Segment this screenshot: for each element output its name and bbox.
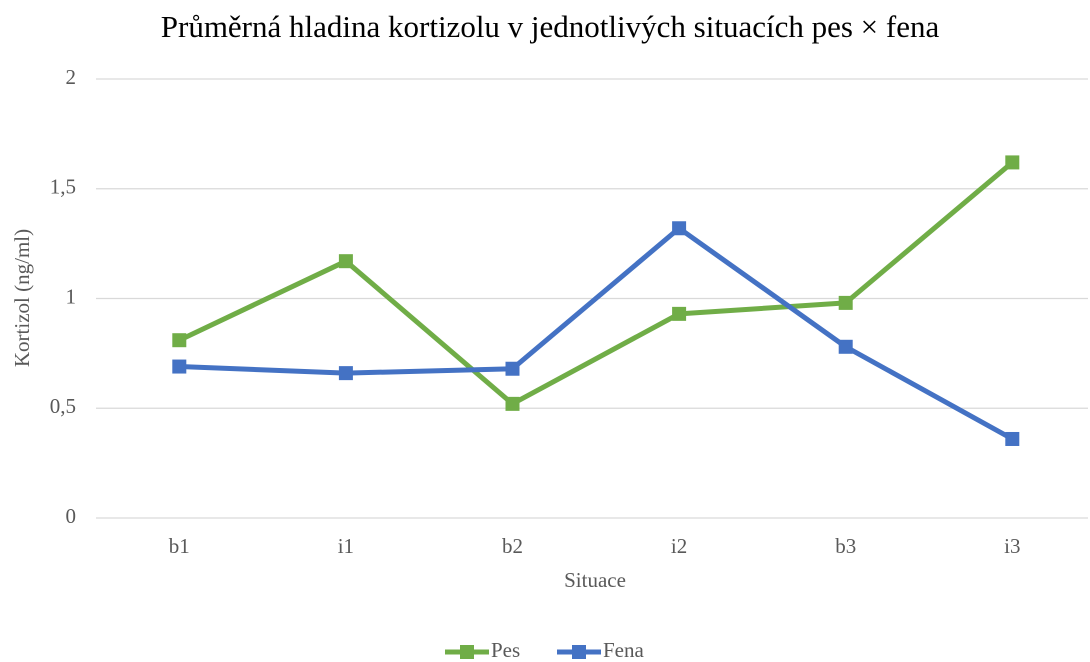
y-tick-label: 2 — [66, 65, 77, 89]
series-line — [178, 160, 1014, 407]
y-tick-label: 0 — [66, 504, 77, 528]
x-tick-label: b3 — [835, 534, 856, 558]
legend-label: Pes — [491, 638, 520, 662]
x-tick-label: b1 — [169, 534, 190, 558]
point-marker — [838, 295, 853, 310]
y-axis-label: Kortizol (ng/ml) — [10, 229, 34, 367]
point-marker — [505, 361, 520, 376]
y-tick-label: 1,5 — [50, 175, 76, 199]
point-marker — [172, 359, 187, 374]
x-tick-label: b2 — [502, 534, 523, 558]
point-marker — [838, 339, 853, 354]
point-marker — [1005, 431, 1020, 446]
legend-marker — [460, 645, 474, 659]
point-marker — [338, 366, 353, 381]
series-line — [179, 225, 1014, 442]
x-tick-label: i1 — [338, 534, 354, 558]
point-marker — [505, 396, 520, 411]
x-axis-label: Situace — [564, 568, 626, 592]
legend-label: Fena — [603, 638, 645, 662]
point-marker — [1005, 155, 1020, 170]
x-tick-label: i3 — [1004, 534, 1020, 558]
point-marker — [672, 221, 687, 236]
point-marker — [672, 306, 687, 321]
legend-marker — [572, 645, 586, 659]
y-tick-label: 1 — [66, 284, 77, 308]
point-marker — [338, 254, 353, 269]
point-marker — [172, 333, 187, 348]
y-tick-label: 0,5 — [50, 394, 76, 418]
chart-title: Průměrná hladina kortizolu v jednotlivýc… — [161, 9, 940, 44]
x-tick-label: i2 — [671, 534, 687, 558]
